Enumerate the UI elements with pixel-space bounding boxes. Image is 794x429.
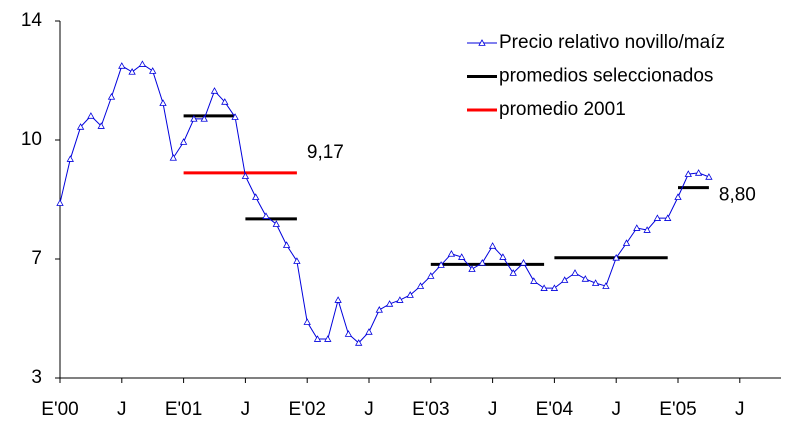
data-point bbox=[622, 239, 631, 246]
data-point bbox=[406, 291, 414, 298]
data-point bbox=[633, 224, 641, 231]
x-tick-label: E'05 bbox=[659, 399, 696, 420]
data-point bbox=[355, 339, 363, 346]
data-point bbox=[107, 93, 116, 100]
data-point bbox=[231, 113, 239, 120]
data-point bbox=[478, 259, 486, 266]
x-tick-label: E'03 bbox=[412, 399, 449, 420]
data-point bbox=[488, 242, 497, 249]
data-point bbox=[221, 98, 229, 105]
data-point bbox=[262, 212, 270, 219]
data-point bbox=[612, 253, 620, 261]
data-point bbox=[416, 282, 425, 289]
data-point bbox=[149, 67, 157, 74]
data-point bbox=[664, 214, 672, 221]
data-point bbox=[56, 199, 64, 206]
data-point bbox=[169, 154, 177, 161]
data-point bbox=[303, 318, 311, 325]
data-point bbox=[128, 68, 136, 75]
data-point bbox=[76, 123, 85, 130]
data-point bbox=[571, 269, 579, 276]
x-tick-label: J bbox=[488, 399, 498, 420]
data-point bbox=[591, 279, 600, 286]
data-point bbox=[437, 261, 445, 268]
y-tick-label: 3 bbox=[31, 367, 42, 388]
data-point bbox=[87, 112, 95, 119]
data-point bbox=[375, 306, 383, 313]
data-point bbox=[210, 87, 219, 94]
data-point bbox=[334, 296, 342, 303]
data-point bbox=[550, 284, 559, 291]
value-label: 9,17 bbox=[307, 142, 344, 163]
data-point bbox=[602, 282, 610, 289]
y-tick-label: 7 bbox=[31, 248, 42, 269]
data-point bbox=[159, 99, 167, 106]
data-point bbox=[427, 272, 435, 279]
x-tick-label: E'04 bbox=[536, 399, 574, 420]
data-point bbox=[200, 115, 208, 122]
data-point bbox=[313, 335, 322, 342]
x-tick-label: J bbox=[735, 399, 745, 420]
legend-label: Precio relativo novillo/maíz bbox=[499, 32, 725, 53]
data-point bbox=[324, 335, 332, 342]
data-point bbox=[458, 253, 466, 260]
legend-marker bbox=[478, 39, 486, 46]
data-point bbox=[447, 250, 456, 257]
data-point bbox=[97, 122, 105, 129]
data-point bbox=[282, 241, 291, 248]
y-tick-label: 10 bbox=[21, 129, 42, 150]
data-point bbox=[241, 172, 250, 179]
data-point bbox=[519, 259, 528, 266]
data-point bbox=[674, 193, 682, 200]
legend-label: promedio 2001 bbox=[499, 99, 626, 120]
data-point bbox=[272, 220, 280, 227]
data-point bbox=[694, 169, 703, 176]
legend-label: promedios seleccionados bbox=[499, 66, 713, 87]
data-point bbox=[468, 265, 476, 272]
data-point bbox=[138, 60, 147, 67]
data-point bbox=[561, 276, 569, 283]
data-point bbox=[509, 269, 517, 276]
data-point bbox=[365, 328, 373, 335]
data-point bbox=[653, 214, 662, 221]
data-point bbox=[540, 284, 548, 291]
x-tick-label: E'01 bbox=[165, 399, 202, 420]
data-point bbox=[684, 170, 692, 177]
data-line bbox=[59, 63, 710, 344]
data-point bbox=[66, 155, 74, 162]
data-point bbox=[530, 277, 538, 284]
data-point bbox=[252, 193, 260, 200]
data-point bbox=[344, 330, 353, 337]
data-point bbox=[499, 253, 507, 260]
data-point bbox=[293, 257, 301, 264]
x-tick-label: J bbox=[364, 399, 374, 420]
data-point bbox=[705, 173, 713, 180]
x-tick-label: J bbox=[117, 399, 127, 420]
x-tick-label: J bbox=[611, 399, 621, 420]
x-tick-label: E'02 bbox=[288, 399, 325, 420]
data-point bbox=[643, 226, 651, 233]
x-tick-label: J bbox=[241, 399, 251, 420]
data-point bbox=[396, 296, 404, 303]
data-point bbox=[385, 300, 394, 307]
data-point bbox=[118, 62, 126, 69]
x-tick-label: E'00 bbox=[41, 399, 78, 420]
data-point bbox=[190, 115, 198, 122]
data-point bbox=[581, 275, 589, 282]
data-point bbox=[179, 138, 188, 145]
value-label: 8,80 bbox=[719, 185, 756, 206]
y-tick-label: 14 bbox=[21, 10, 43, 31]
